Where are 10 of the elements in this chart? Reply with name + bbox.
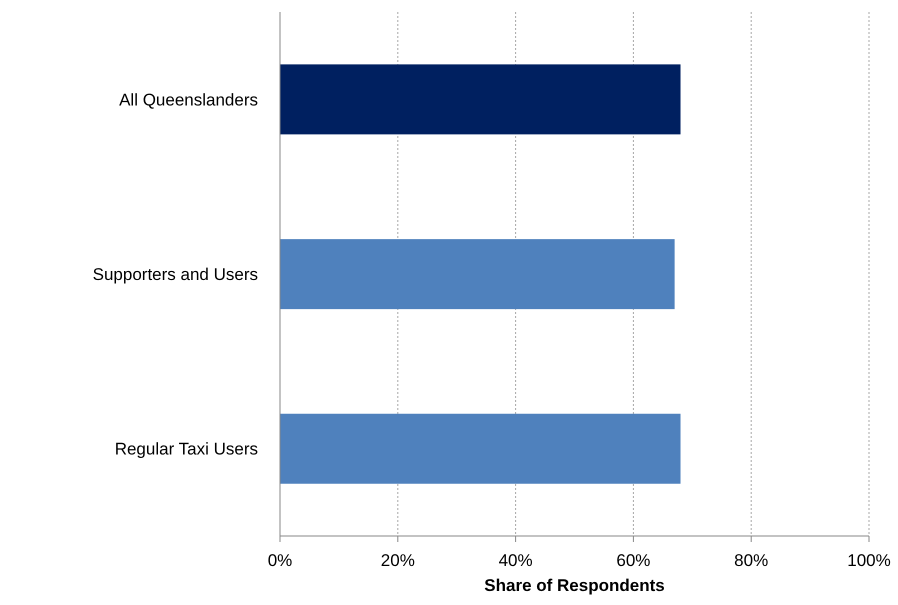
x-tick-label: 100% [847,551,891,570]
x-tick-label: 0% [268,551,292,570]
x-axis-title: Share of Respondents [484,576,665,595]
x-tick-label: 60% [616,551,650,570]
x-tick-label: 80% [734,551,768,570]
y-tick-label: All Queenslanders [119,90,258,110]
y-tick-label: Supporters and Users [92,265,258,284]
x-tick-label: 40% [498,551,533,570]
x-tick-label: 20% [380,551,415,570]
y-tick-label: Regular Taxi Users [114,440,258,459]
